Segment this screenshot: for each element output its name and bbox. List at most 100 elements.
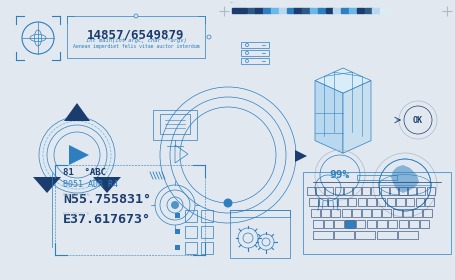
Bar bbox=[345, 220, 354, 228]
Bar bbox=[371, 187, 379, 195]
Bar bbox=[425, 198, 434, 206]
Bar bbox=[362, 187, 370, 195]
Bar bbox=[325, 187, 334, 195]
Bar bbox=[388, 220, 397, 228]
Bar bbox=[357, 8, 364, 13]
Text: int main(int argc, char **argv): int main(int argc, char **argv) bbox=[86, 38, 187, 43]
Bar bbox=[326, 8, 333, 13]
Bar bbox=[362, 209, 371, 217]
Bar bbox=[393, 209, 402, 217]
Bar bbox=[348, 198, 356, 206]
Bar bbox=[309, 198, 318, 206]
Bar bbox=[263, 8, 271, 13]
Bar bbox=[396, 8, 403, 13]
Bar bbox=[372, 8, 380, 13]
Bar bbox=[390, 187, 398, 195]
Bar bbox=[324, 220, 333, 228]
Bar bbox=[372, 209, 381, 217]
Bar bbox=[382, 209, 391, 217]
Bar bbox=[403, 209, 412, 217]
Bar bbox=[160, 114, 190, 134]
Bar bbox=[302, 8, 310, 13]
Bar bbox=[248, 8, 255, 13]
Bar bbox=[303, 172, 451, 254]
Bar bbox=[316, 187, 324, 195]
Bar bbox=[311, 209, 320, 217]
Text: Aenean imperdiet felis vitae auctor interdum: Aenean imperdiet felis vitae auctor inte… bbox=[73, 44, 199, 49]
Polygon shape bbox=[69, 145, 89, 165]
Bar bbox=[416, 198, 424, 206]
Bar bbox=[318, 198, 327, 206]
Bar bbox=[271, 8, 278, 13]
Bar bbox=[175, 229, 180, 234]
Bar bbox=[230, 210, 290, 217]
Bar bbox=[366, 220, 376, 228]
Bar bbox=[408, 187, 416, 195]
Bar bbox=[294, 8, 302, 13]
Bar bbox=[410, 220, 419, 228]
Bar bbox=[240, 8, 248, 13]
Bar bbox=[406, 198, 415, 206]
Polygon shape bbox=[64, 103, 90, 121]
Bar bbox=[388, 8, 395, 13]
Bar bbox=[358, 198, 366, 206]
Bar bbox=[387, 198, 395, 206]
Polygon shape bbox=[391, 165, 419, 193]
Bar bbox=[287, 8, 294, 13]
Bar bbox=[443, 8, 450, 13]
Bar bbox=[364, 8, 372, 13]
Bar bbox=[201, 226, 213, 238]
Bar bbox=[338, 198, 347, 206]
Bar bbox=[321, 209, 330, 217]
Polygon shape bbox=[33, 177, 61, 193]
Bar bbox=[241, 50, 269, 56]
Bar bbox=[334, 8, 341, 13]
Bar bbox=[310, 8, 318, 13]
Bar bbox=[356, 220, 365, 228]
Bar bbox=[349, 8, 357, 13]
Bar bbox=[399, 187, 407, 195]
Polygon shape bbox=[295, 150, 307, 162]
Bar bbox=[427, 8, 435, 13]
Bar bbox=[318, 8, 325, 13]
Bar bbox=[399, 220, 408, 228]
Bar bbox=[334, 231, 354, 239]
Text: B051 ADR R4: B051 ADR R4 bbox=[63, 180, 118, 189]
Bar bbox=[255, 8, 263, 13]
Bar bbox=[413, 209, 422, 217]
Bar bbox=[419, 8, 427, 13]
Text: N55.755831°: N55.755831° bbox=[63, 193, 151, 206]
Bar bbox=[377, 220, 387, 228]
Bar bbox=[353, 187, 361, 195]
Bar bbox=[201, 210, 213, 222]
Polygon shape bbox=[315, 81, 343, 153]
Circle shape bbox=[134, 14, 138, 18]
Text: 99%: 99% bbox=[330, 170, 350, 180]
Bar bbox=[341, 8, 349, 13]
Bar bbox=[175, 213, 180, 218]
Text: N55°19'51"N: N55°19'51"N bbox=[63, 193, 91, 197]
Bar bbox=[357, 175, 397, 180]
Bar bbox=[329, 198, 337, 206]
Text: E37.617673°: E37.617673° bbox=[63, 213, 151, 226]
Bar bbox=[55, 165, 205, 255]
Bar bbox=[67, 16, 205, 58]
Text: 14857/6549879: 14857/6549879 bbox=[87, 28, 185, 41]
Bar bbox=[331, 209, 340, 217]
Bar bbox=[380, 8, 388, 13]
Bar bbox=[404, 8, 411, 13]
Text: OK: OK bbox=[413, 116, 423, 125]
Bar bbox=[398, 231, 418, 239]
Bar bbox=[153, 110, 197, 140]
Bar bbox=[344, 187, 352, 195]
Bar bbox=[175, 245, 180, 250]
Bar bbox=[342, 209, 351, 217]
Bar bbox=[334, 220, 344, 228]
Bar bbox=[411, 8, 419, 13]
Polygon shape bbox=[343, 81, 371, 153]
Bar bbox=[313, 231, 333, 239]
Bar bbox=[427, 187, 435, 195]
Bar bbox=[307, 187, 315, 195]
Bar bbox=[185, 210, 197, 222]
Bar bbox=[355, 231, 375, 239]
